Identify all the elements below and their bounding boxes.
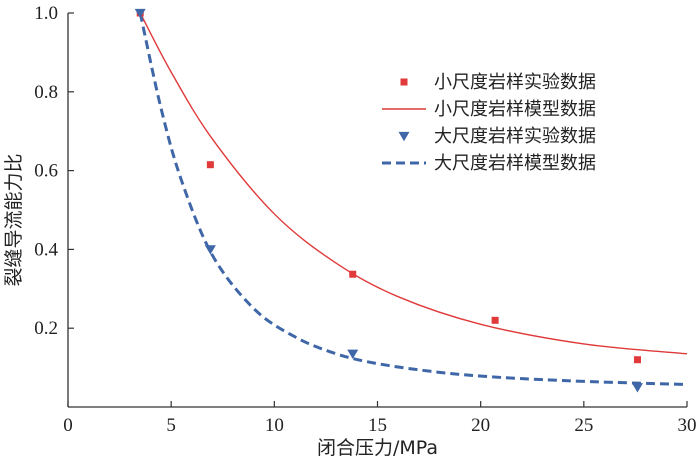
x-tick-label: 10 — [265, 415, 284, 436]
data-point-2 — [134, 8, 146, 19]
series-line-1 — [139, 12, 688, 355]
y-tick-label: 0.2 — [34, 318, 58, 339]
y-tick-label: 0.4 — [34, 239, 58, 260]
legend-label-0: 小尺度岩样实验数据 — [434, 72, 596, 93]
x-axis-title: 闭合压力/MPa — [317, 437, 438, 459]
series-points — [134, 8, 643, 393]
data-point-2 — [347, 349, 359, 360]
data-point-0 — [349, 270, 357, 278]
x-tick-label: 30 — [678, 415, 697, 436]
legend-label-3: 大尺度岩样模型数据 — [434, 153, 596, 174]
data-point-0 — [491, 316, 499, 324]
x-tick-label: 5 — [166, 415, 176, 436]
x-tick-label: 15 — [368, 415, 387, 436]
x-tick-label: 25 — [574, 415, 593, 436]
series-lines — [138, 12, 688, 387]
x-tick-label: 20 — [471, 415, 490, 436]
legend-marker-2 — [398, 131, 410, 142]
data-point-0 — [633, 356, 641, 364]
data-point-2 — [631, 383, 643, 393]
y-tick-label: 0.8 — [34, 82, 58, 103]
data-point-2 — [204, 245, 216, 255]
y-tick-label: 0.6 — [34, 161, 58, 182]
legend-label-2: 大尺度岩样实验数据 — [434, 126, 596, 147]
y-axis-title: 裂缝导流能力比 — [3, 153, 25, 286]
series-line-3 — [138, 12, 688, 387]
axis-ticks: 0 5 10 15 20 25 30 0.2 0.4 0.6 0.8 1.0 — [34, 3, 696, 436]
legend-label-1: 小尺度岩样模型数据 — [434, 99, 596, 120]
x-tick-label: 0 — [63, 415, 73, 436]
y-tick-label: 1.0 — [34, 3, 58, 24]
data-point-0 — [206, 161, 214, 169]
legend-marker-0 — [400, 78, 408, 86]
